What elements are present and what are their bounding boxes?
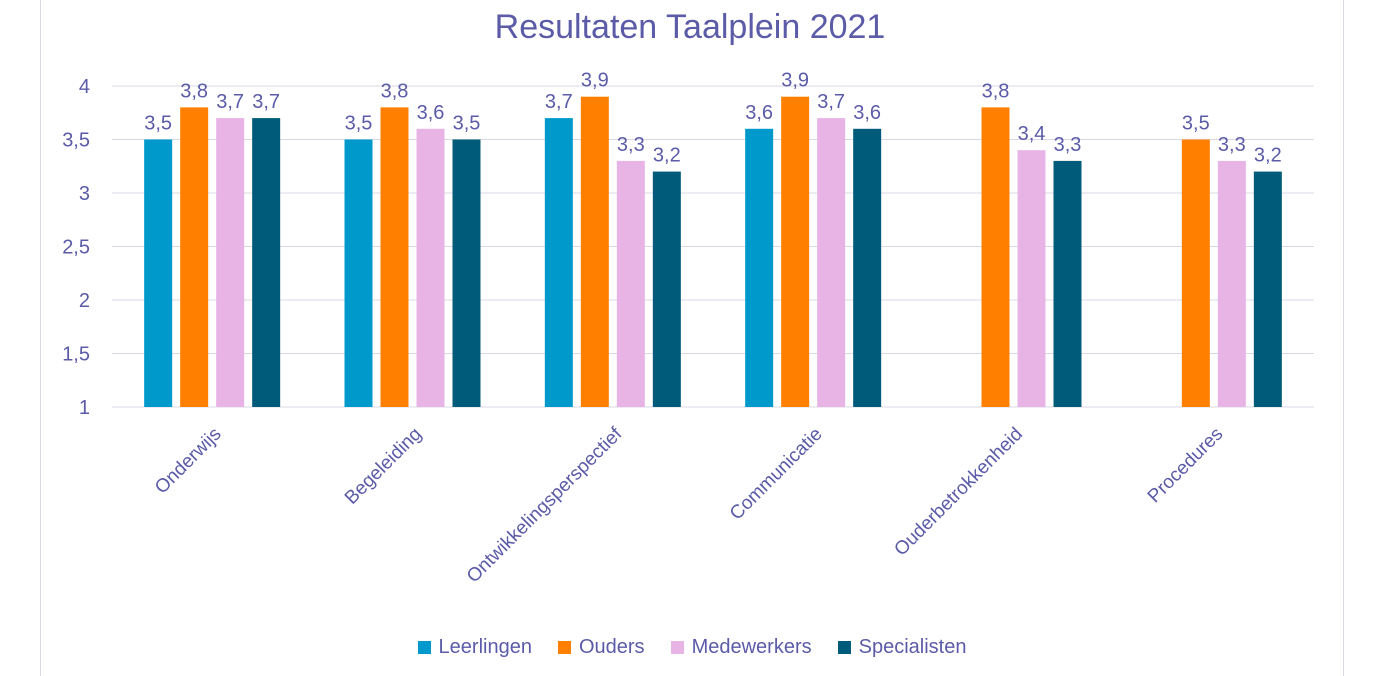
bar-medewerkers-begeleiding <box>416 128 445 408</box>
legend-item-ouders[interactable]: Ouders <box>557 636 645 659</box>
bar-ouders-ouderbetrokkenheid <box>981 107 1010 408</box>
legend-swatch <box>417 641 431 654</box>
data-label: 3,6 <box>853 102 881 124</box>
bar-medewerkers-communicatie <box>817 118 846 407</box>
bar-ouders-procedures <box>1181 139 1210 407</box>
x-axis-ticks: Onderwijs Begeleiding Ontwikkelingsperspec… <box>151 423 1227 587</box>
x-tick-label: Ouderbetrokkenheid <box>890 424 1027 561</box>
data-label: 3,5 <box>144 113 172 135</box>
data-label: 3,5 <box>453 113 481 135</box>
x-tick-label: Begeleiding <box>341 424 426 509</box>
bar-medewerkers-ontwikkelingsperspectief <box>616 160 645 407</box>
data-label: 3,8 <box>982 80 1010 102</box>
data-label: 3,3 <box>617 134 645 156</box>
legend-item-medewerkers[interactable]: Medewerkers <box>670 636 812 659</box>
data-label: 3,7 <box>545 91 573 113</box>
bar-leerlingen-communicatie <box>745 128 774 408</box>
data-label: 3,3 <box>1218 134 1246 156</box>
bar-specialisten-begeleiding <box>452 139 481 407</box>
data-label: 3,7 <box>252 91 280 113</box>
chart-frame <box>40 0 1344 676</box>
y-tick-label: 2 <box>79 290 90 312</box>
legend-label: Ouders <box>578 636 645 658</box>
bar-specialisten-procedures <box>1253 171 1282 407</box>
bar-medewerkers-procedures <box>1217 160 1246 407</box>
bar-medewerkers-onderwijs <box>216 118 245 407</box>
data-label: 3,2 <box>653 145 681 167</box>
data-label: 3,8 <box>180 80 208 102</box>
bar-specialisten-ouderbetrokkenheid <box>1053 160 1082 407</box>
bar-leerlingen-begeleiding <box>344 139 373 407</box>
legend-swatch <box>670 641 684 654</box>
bar-specialisten-communicatie <box>853 128 882 408</box>
bar-leerlingen-onderwijs <box>144 139 173 407</box>
data-label: 3,2 <box>1254 145 1282 167</box>
legend-item-leerlingen[interactable]: Leerlingen <box>417 636 532 659</box>
data-label: 3,9 <box>581 70 609 92</box>
data-label: 3,5 <box>345 113 373 135</box>
data-label: 3,8 <box>381 80 409 102</box>
legend-label: Leerlingen <box>438 636 532 658</box>
data-label: 3,7 <box>817 91 845 113</box>
gridlines <box>112 85 1314 408</box>
x-tick-label: Procedures <box>1144 424 1228 508</box>
legend-label: Medewerkers <box>691 636 812 658</box>
legend-swatch <box>837 641 851 654</box>
data-label: 3,5 <box>1182 113 1210 135</box>
legend-label: Specialisten <box>858 636 967 658</box>
legend-item-specialisten[interactable]: Specialisten <box>837 636 967 659</box>
x-tick-label: Ontwikkelingsperspectief <box>463 423 627 587</box>
bar-ouders-ontwikkelingsperspectief <box>580 96 609 407</box>
bar-ouders-communicatie <box>781 96 810 407</box>
legend: Leerlingen Ouders Medewerkers Specialist… <box>0 636 1384 659</box>
y-tick-label: 1 <box>79 397 90 419</box>
legend-swatch <box>557 641 571 654</box>
data-label: 3,3 <box>1054 134 1082 156</box>
data-label: 3,6 <box>417 102 445 124</box>
x-tick-label: Onderwijs <box>151 424 226 499</box>
chart-title: Resultaten Taalplein 2021 <box>495 8 886 46</box>
y-axis-ticks: 1 1,5 2 2,5 3 3,5 4 <box>62 76 90 419</box>
bar-specialisten-onderwijs <box>252 118 281 407</box>
bars <box>144 96 1282 408</box>
y-tick-label: 2,5 <box>62 237 90 259</box>
data-labels: 3,5 3,8 3,7 3,7 3,5 3,8 3,6 3,5 3,7 3,9 3,3 3,2 3,6 3… <box>144 70 1281 167</box>
data-label: 3,6 <box>745 102 773 124</box>
y-tick-label: 3 <box>79 183 90 205</box>
y-tick-label: 3,5 <box>62 130 90 152</box>
data-label: 3,9 <box>781 70 809 92</box>
x-tick-label: Communicatie <box>726 424 827 525</box>
y-tick-label: 4 <box>79 76 90 98</box>
bar-leerlingen-ontwikkelingsperspectief <box>544 118 573 407</box>
bar-medewerkers-ouderbetrokkenheid <box>1017 150 1046 407</box>
bar-ouders-onderwijs <box>180 107 209 408</box>
data-label: 3,7 <box>216 91 244 113</box>
bar-ouders-begeleiding <box>380 107 409 408</box>
data-label: 3,4 <box>1018 123 1046 145</box>
y-tick-label: 1,5 <box>62 344 90 366</box>
bar-specialisten-ontwikkelingsperspectief <box>652 171 681 407</box>
